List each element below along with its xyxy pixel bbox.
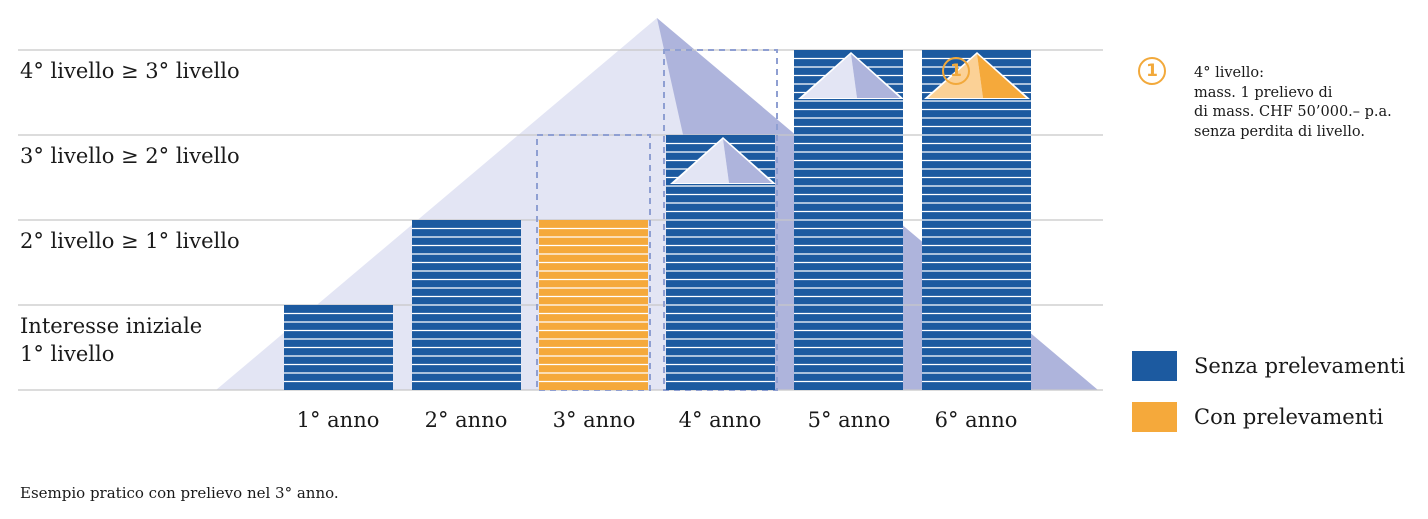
- note-line-4: senza perdita di livello.: [1194, 123, 1365, 140]
- x-tick-label-year-6: 6° anno: [934, 408, 1018, 432]
- x-tick-label-year-1: 1° anno: [296, 408, 380, 432]
- x-tick-label-year-2: 2° anno: [424, 408, 508, 432]
- level-label-2: 2° livello ≥ 1° livello: [20, 229, 240, 253]
- roof-marker-dark: [851, 54, 900, 98]
- x-tick-label-year-4: 4° anno: [678, 408, 762, 432]
- level-label-1: Interesse iniziale 1° livello: [20, 314, 203, 366]
- note-line-1: 4° livello:: [1194, 65, 1265, 81]
- roof-marker-light: [802, 54, 857, 98]
- note-marker-badge: 1: [1138, 57, 1166, 85]
- level-label-3: 3° livello ≥ 2° livello: [20, 144, 240, 168]
- legend-swatch-senza: [1132, 351, 1177, 381]
- level-label-4: 4° livello ≥ 3° livello: [20, 59, 240, 83]
- x-tick-label-year-3: 3° anno: [552, 408, 636, 432]
- legend-swatch-con: [1132, 402, 1177, 432]
- note-text: 4° livello: mass. 1 prelievo di di mass.…: [1194, 64, 1392, 142]
- footnote: Esempio pratico con prelievo nel 3° anno…: [20, 484, 339, 502]
- dashed-outline-previous-level: [536, 134, 651, 391]
- note-line-2: mass. 1 prelievo di: [1194, 84, 1333, 101]
- roof-marker-dark: [723, 139, 772, 183]
- roof-marker-light: [674, 139, 729, 183]
- legend-label-con: Con prelevamenti: [1194, 405, 1384, 429]
- x-tick-label-year-5: 5° anno: [807, 408, 891, 432]
- roof-marker-dark: [977, 54, 1026, 98]
- note-line-3: di mass. CHF 50’000.– p.a.: [1194, 104, 1392, 120]
- note-marker-badge-chart: 1: [942, 57, 970, 85]
- legend-label-senza: Senza prelevamenti: [1194, 354, 1406, 378]
